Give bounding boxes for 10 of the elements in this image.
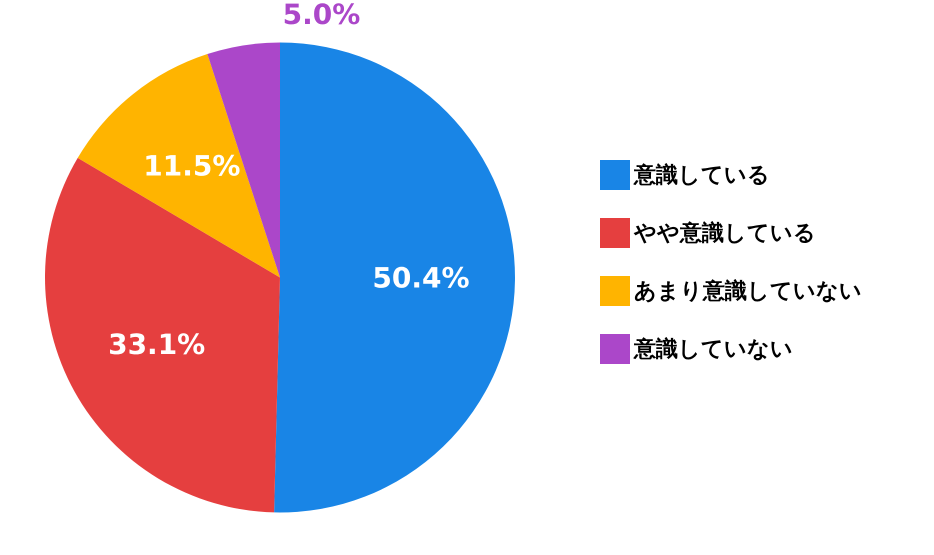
data-label: 5.0% <box>282 0 360 31</box>
legend-label: あまり意識していない <box>634 279 862 304</box>
legend-label: 意識している <box>633 163 770 188</box>
pie-slice <box>78 54 280 278</box>
legend-label: 意識していない <box>633 337 793 362</box>
pie-slice <box>274 42 515 512</box>
data-label: 50.4% <box>372 261 470 294</box>
data-label: 11.5% <box>143 149 240 182</box>
data-label: 33.1% <box>108 328 206 361</box>
legend-label: やや意識している <box>633 221 816 246</box>
